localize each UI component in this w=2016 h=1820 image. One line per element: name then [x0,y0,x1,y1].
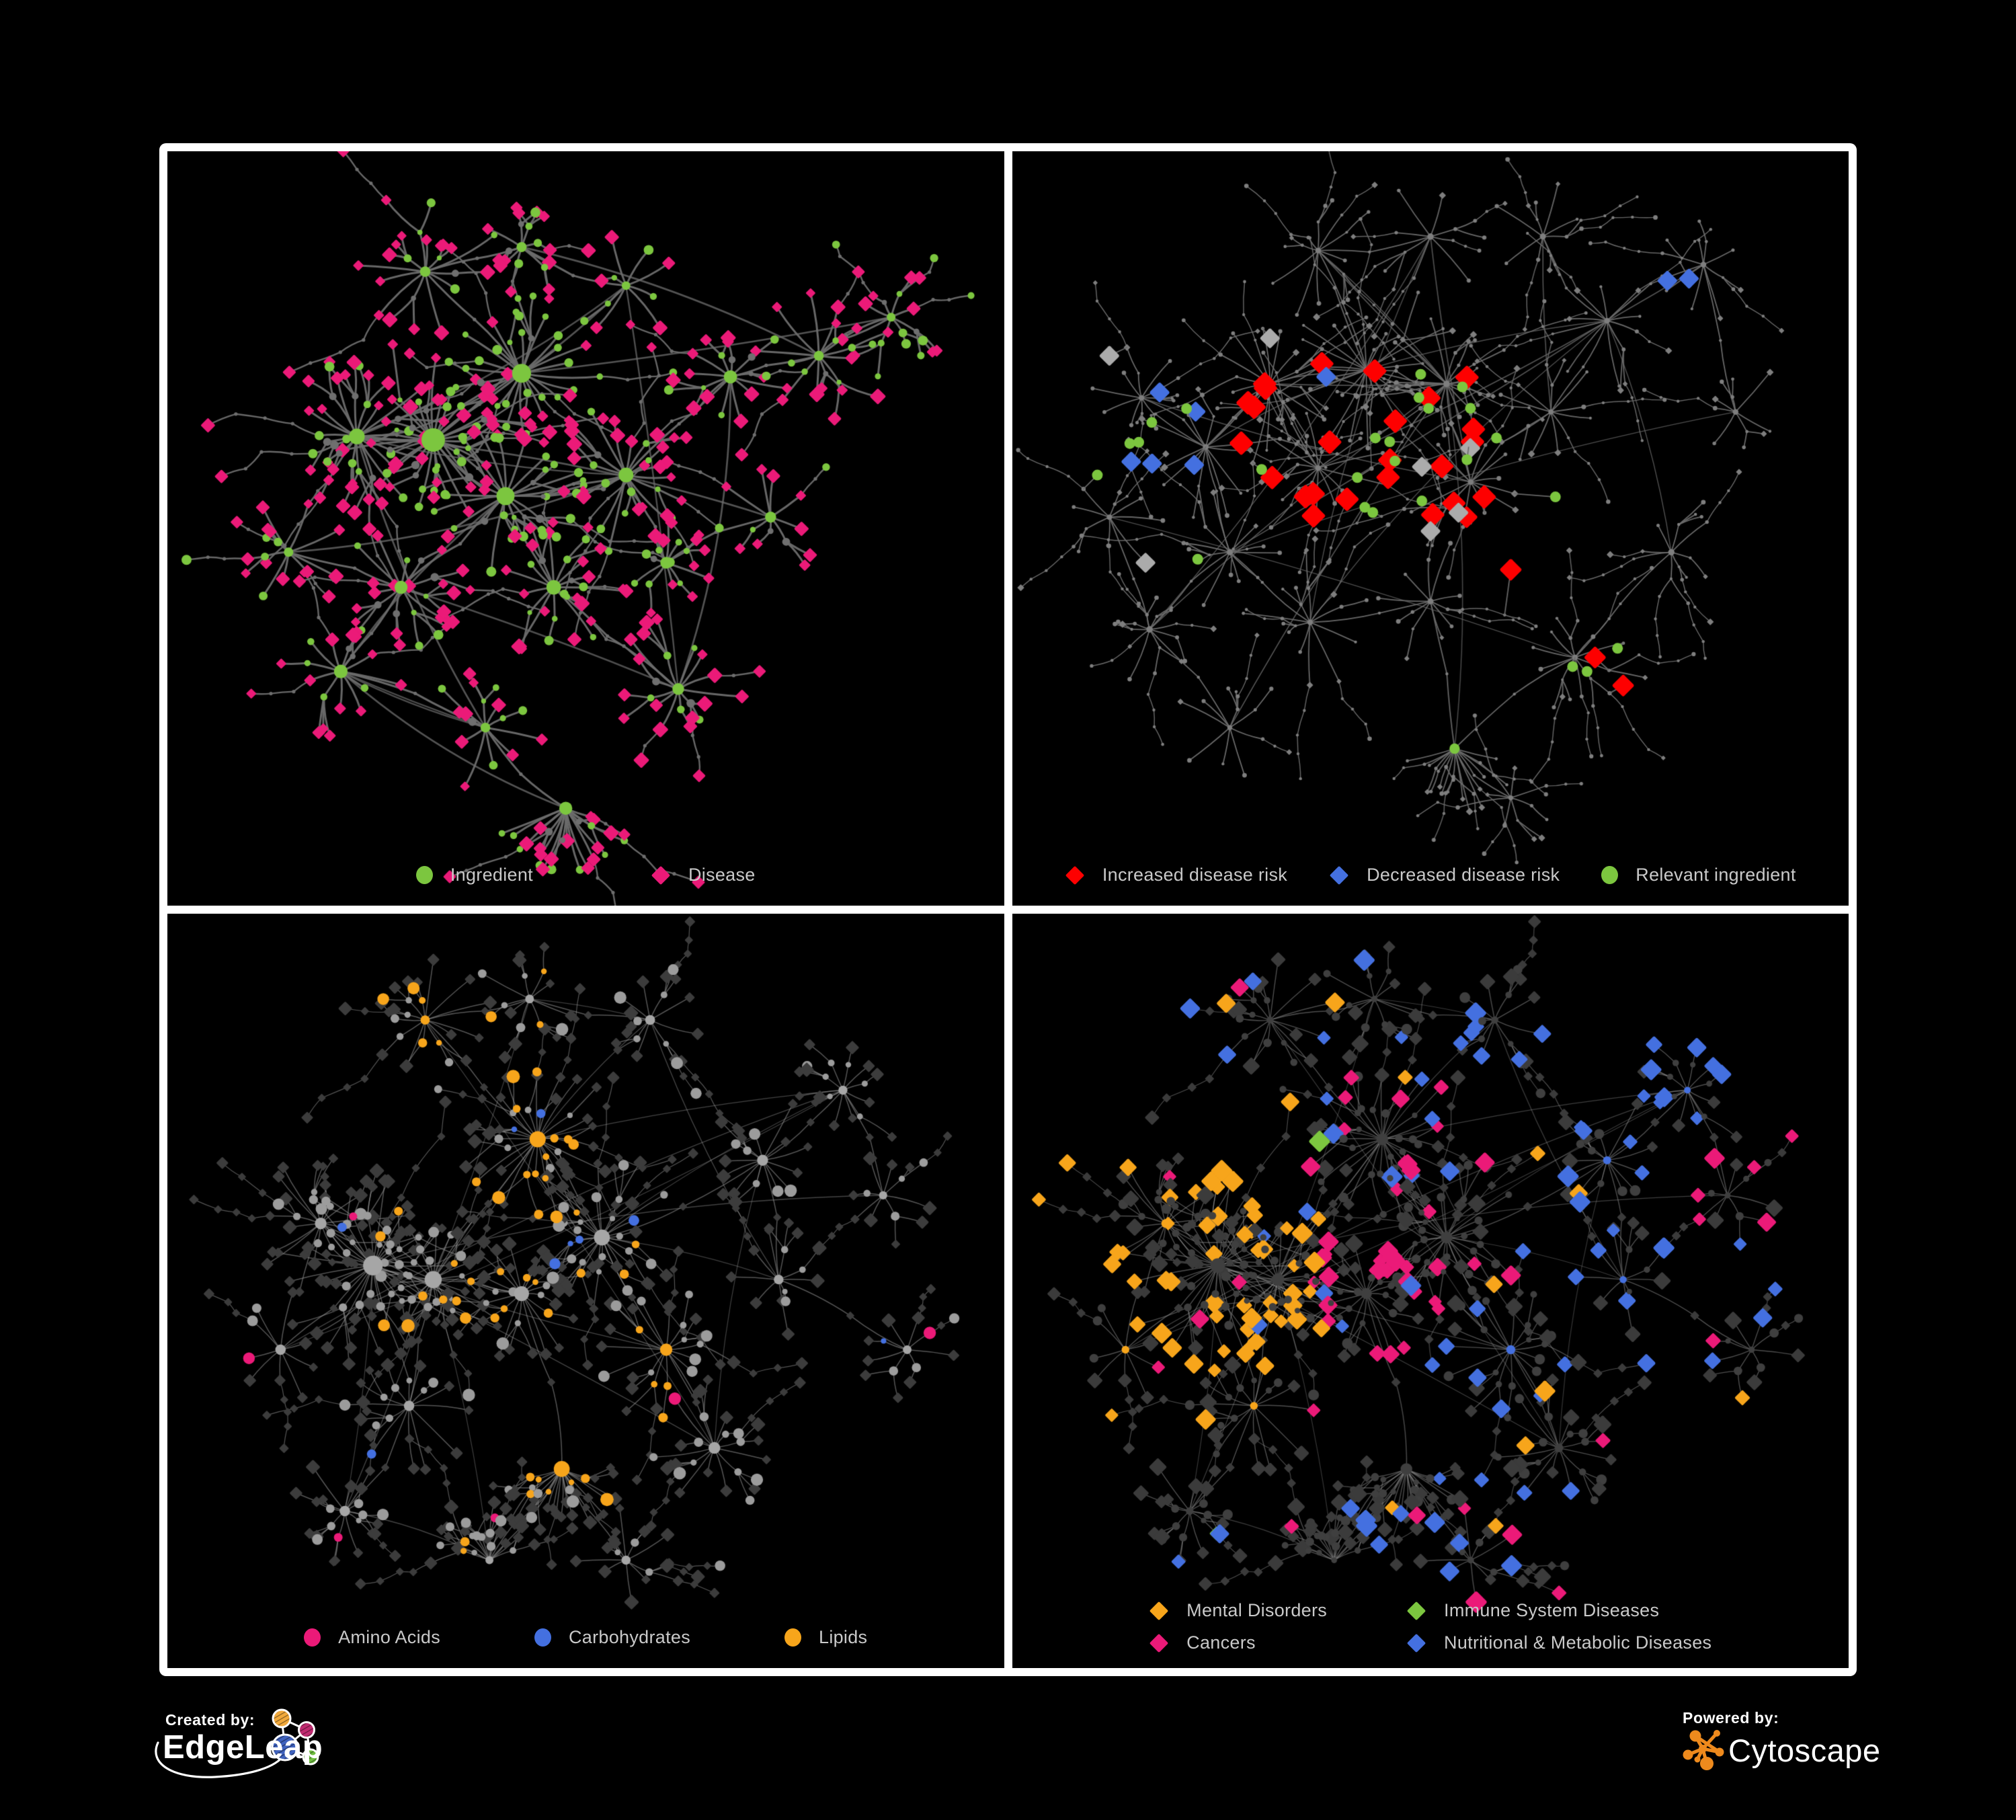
edgeleap-swoosh [155,1741,285,1778]
edgeleap-branding: Created by: EdgeLeap [151,1696,366,1820]
legend-item: Nutritional & Metabolic Diseases [1406,1632,1711,1653]
ingredient-marker [415,866,433,884]
legend-label: Ingredient [450,865,533,885]
legend-label: Cancers [1186,1632,1256,1653]
immune-system-diseases-marker [1406,1601,1426,1620]
legend-item: Disease [651,865,756,885]
cytoscape-branding: Powered by: [1683,1709,1884,1783]
cytoscape-icon [1683,1730,1724,1770]
legend-item: Cancers [1149,1632,1327,1653]
disease-marker [651,865,671,885]
panel-disease-risk: Increased disease risk Decreased disease… [1012,151,1849,906]
legend-disease-risk: Increased disease risk Decreased disease… [1012,865,1849,885]
legend-item: Immune System Diseases [1406,1600,1711,1621]
panel-disease-categories: Mental Disorders Immune System Diseases … [1012,914,1849,1668]
legend-label: Increased disease risk [1102,865,1288,885]
legend-label: Carbohydrates [569,1627,690,1647]
legend-item: Ingredient [415,865,533,885]
legend-label: Amino Acids [338,1627,440,1647]
created-by-label: Created by: [165,1711,255,1729]
lipids-marker [784,1628,801,1647]
network-canvas-nutrient-categories [167,914,1004,1668]
panel-ingredient-disease: Ingredient Disease [167,151,1004,906]
legend-label: Lipids [819,1627,868,1647]
legend-item: Decreased disease risk [1329,865,1560,885]
amino-acids-marker [304,1628,321,1647]
network-canvas-disease-risk [1012,151,1849,906]
panel-grid: Ingredient Disease Increased disease ris… [159,143,1857,1676]
powered-by-label: Powered by: [1683,1709,1779,1727]
legend-item: Amino Acids [304,1627,440,1648]
legend-item: Mental Disorders [1149,1600,1327,1621]
increased-risk-marker [1065,865,1084,885]
legend-item: Lipids [784,1627,867,1648]
panel-nutrient-categories: Amino Acids Carbohydrates Lipids [167,914,1004,1668]
cytoscape-wordmark: Cytoscape [1728,1732,1881,1768]
legend-ingredient-disease: Ingredient Disease [167,865,1004,885]
legend-item: Increased disease risk [1065,865,1287,885]
relevant-ingredient-marker [1601,866,1619,884]
carbohydrates-marker [534,1628,551,1647]
legend-label: Relevant ingredient [1636,865,1796,885]
legend-label: Immune System Diseases [1444,1600,1660,1620]
network-canvas-disease-categories [1012,914,1849,1668]
legend-label: Nutritional & Metabolic Diseases [1444,1632,1712,1653]
network-canvas-ingredient-disease [167,151,1004,906]
legend-disease-categories: Mental Disorders Immune System Diseases … [1012,1600,1849,1653]
legend-label: Disease [688,865,756,885]
nutritional-metabolic-diseases-marker [1406,1633,1426,1653]
edgeleap-logo-nodes [271,1708,319,1766]
cancers-marker [1150,1633,1169,1653]
edgeleap-wordmark: EdgeLeap [163,1729,323,1766]
legend-nutrient-categories: Amino Acids Carbohydrates Lipids [167,1627,1004,1648]
mental-disorders-marker [1150,1601,1169,1620]
legend-label: Decreased disease risk [1367,865,1560,885]
legend-item: Relevant ingredient [1601,865,1796,885]
legend-label: Mental Disorders [1186,1600,1328,1620]
edgeleap-logo [155,1708,319,1778]
legend-item: Carbohydrates [534,1627,690,1648]
decreased-risk-marker [1329,865,1349,885]
